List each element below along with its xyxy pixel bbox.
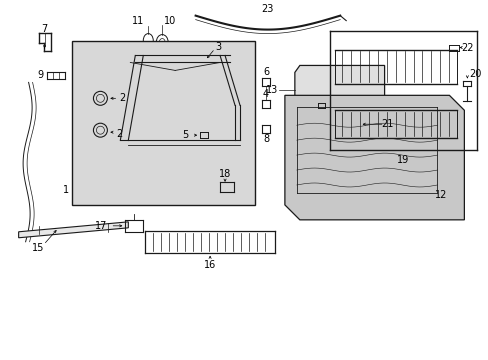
Text: 14: 14 <box>327 100 339 110</box>
Text: 16: 16 <box>203 260 216 270</box>
Polygon shape <box>294 66 384 108</box>
Text: 21: 21 <box>381 119 393 129</box>
Text: 7: 7 <box>41 24 48 33</box>
Text: 2: 2 <box>119 93 125 103</box>
Text: 9: 9 <box>38 71 43 80</box>
Text: 13: 13 <box>265 85 277 95</box>
Text: 6: 6 <box>263 67 268 77</box>
Text: 2: 2 <box>116 129 122 139</box>
Text: 22: 22 <box>460 42 473 53</box>
Text: 8: 8 <box>263 134 268 144</box>
Text: 5: 5 <box>182 130 188 140</box>
Polygon shape <box>72 41 254 205</box>
Text: 11: 11 <box>132 15 144 26</box>
Text: 3: 3 <box>215 41 221 51</box>
Text: 17: 17 <box>95 221 107 231</box>
Text: 10: 10 <box>164 15 176 26</box>
Text: 1: 1 <box>63 185 69 195</box>
Text: 4: 4 <box>263 89 268 99</box>
Text: 23: 23 <box>261 4 274 14</box>
Text: 15: 15 <box>32 243 45 253</box>
Text: 20: 20 <box>468 69 481 80</box>
Text: 19: 19 <box>397 155 409 165</box>
Text: 18: 18 <box>219 169 231 179</box>
Polygon shape <box>285 95 464 220</box>
Text: 12: 12 <box>434 190 447 200</box>
Polygon shape <box>19 222 128 238</box>
